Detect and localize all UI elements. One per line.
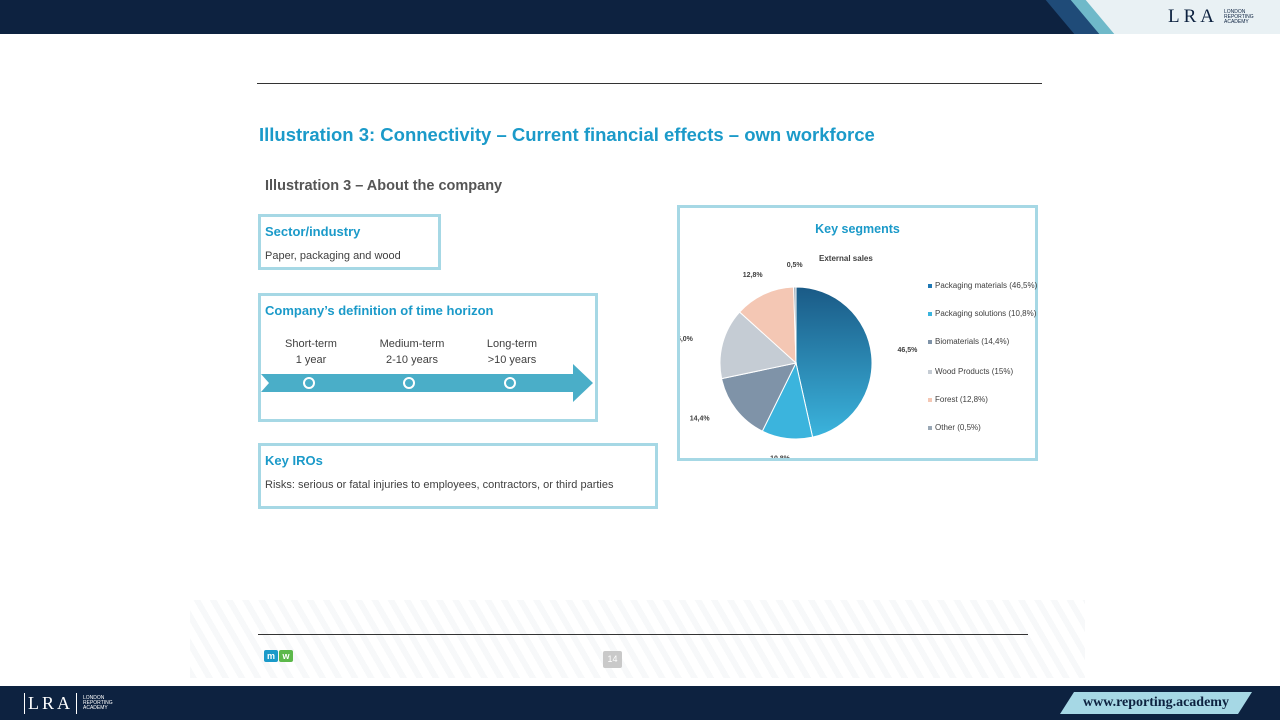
bottom-banner: LRA LONDON REPORTING ACADEMY www.reporti… xyxy=(0,686,1280,720)
short-term-value: 1 year xyxy=(295,354,327,366)
legend-item: Packaging solutions (10,8%) xyxy=(928,308,1038,320)
timeline-arrow-shape xyxy=(261,364,593,402)
logo-subtext: LONDON REPORTING ACADEMY xyxy=(1224,8,1254,25)
footer-logo-text: LRA xyxy=(24,693,77,714)
time-horizon-heading: Company’s definition of time horizon xyxy=(265,303,494,318)
legend-swatch xyxy=(928,340,932,344)
pie-slice-packaging-materials xyxy=(795,286,873,438)
time-horizon-box: Company’s definition of time horizon Sho… xyxy=(258,293,598,422)
pie-slice-forest xyxy=(738,286,797,365)
legend-item: Wood Products (15%) xyxy=(928,366,1038,378)
website-link[interactable]: www.reporting.academy xyxy=(1083,695,1229,710)
data-label-biomaterials: 14,4% xyxy=(690,415,711,422)
logo-text: LRA xyxy=(1168,6,1218,27)
legend-label: Biomaterials (14,4%) xyxy=(935,337,1010,346)
legend-swatch xyxy=(928,426,932,430)
data-label-packaging-materials: 46,5% xyxy=(897,347,918,354)
bottom-divider xyxy=(258,634,1028,635)
chart-title: External sales xyxy=(819,254,873,263)
legend-swatch xyxy=(928,312,932,316)
legend-item: Packaging materials (46,5%) xyxy=(928,280,1038,292)
timeline-marker-medium xyxy=(403,377,415,389)
data-label-forest: 12,8% xyxy=(743,272,764,279)
data-label-packaging-solutions: 10,8% xyxy=(770,455,791,458)
url-badge xyxy=(1060,692,1252,714)
brand-logo: m w xyxy=(264,650,293,662)
legend-label: Packaging materials (46,5%) xyxy=(935,281,1038,290)
long-term-title: Long-term xyxy=(486,338,538,350)
legend-item: Forest (12,8%) xyxy=(928,394,1038,406)
medium-term-value: 2-10 years xyxy=(386,354,438,366)
slide-title: Illustration 3: Connectivity – Current f… xyxy=(259,124,875,145)
short-term-label: Short-term 1 year xyxy=(271,336,351,368)
top-banner: LRA LONDON REPORTING ACADEMY xyxy=(0,0,1280,34)
lra-logo: LRA LONDON REPORTING ACADEMY xyxy=(1168,6,1254,28)
timeline-arrow xyxy=(261,364,593,402)
sector-text: Paper, packaging and wood xyxy=(265,250,401,262)
timeline-marker-long xyxy=(504,377,516,389)
legend-swatch xyxy=(928,284,932,288)
page-number: 14 xyxy=(603,651,622,668)
top-divider xyxy=(257,83,1042,84)
key-iros-text: Risks: serious or fatal injuries to empl… xyxy=(265,479,614,491)
legend-label: Packaging solutions (10,8%) xyxy=(935,309,1037,318)
key-segments-box: Key segments External sales 46,5% 10,8% 14… xyxy=(677,205,1038,461)
long-term-value: >10 years xyxy=(487,354,537,366)
legend-swatch xyxy=(928,398,932,402)
slide-subtitle: Illustration 3 – About the company xyxy=(265,178,503,194)
legend-item: Biomaterials (14,4%) xyxy=(928,336,1038,348)
brand-logo-part: m xyxy=(264,650,278,662)
legend-swatch xyxy=(928,370,932,374)
key-iros-heading: Key IROs xyxy=(265,453,323,468)
key-iros-box: Key IROs Risks: serious or fatal injurie… xyxy=(258,443,658,509)
footer-logo-subtext: LONDON REPORTING ACADEMY xyxy=(83,695,113,711)
legend-label: Other (0,5%) xyxy=(935,423,981,432)
brand-logo-part: w xyxy=(279,650,293,662)
footer-pattern xyxy=(190,600,1085,678)
sector-box: Sector/industry Paper, packaging and woo… xyxy=(258,214,441,270)
medium-term-title: Medium-term xyxy=(379,338,445,350)
medium-term-label: Medium-term 2-10 years xyxy=(367,336,457,368)
legend-label: Forest (12,8%) xyxy=(935,395,988,404)
pie-slice-wood-products xyxy=(719,311,798,380)
legend-label: Wood Products (15%) xyxy=(935,367,1014,376)
lra-logo-footer: LRA LONDON REPORTING ACADEMY xyxy=(24,693,113,714)
key-segments-heading: Key segments xyxy=(815,222,900,236)
sector-heading: Sector/industry xyxy=(265,224,361,239)
pie-chart: 46,5% 10,8% 14,4% 15,0% 12,8% 0,5% xyxy=(680,262,918,458)
pie-slice-biomaterials xyxy=(721,362,797,432)
timeline-marker-short xyxy=(303,377,315,389)
legend-item: Other (0,5%) xyxy=(928,422,1038,434)
short-term-title: Short-term xyxy=(285,338,337,350)
pie-slice-other xyxy=(793,286,797,364)
data-label-other: 0,5% xyxy=(787,262,804,269)
data-label-wood-products: 15,0% xyxy=(680,336,694,343)
long-term-label: Long-term >10 years xyxy=(472,336,552,368)
